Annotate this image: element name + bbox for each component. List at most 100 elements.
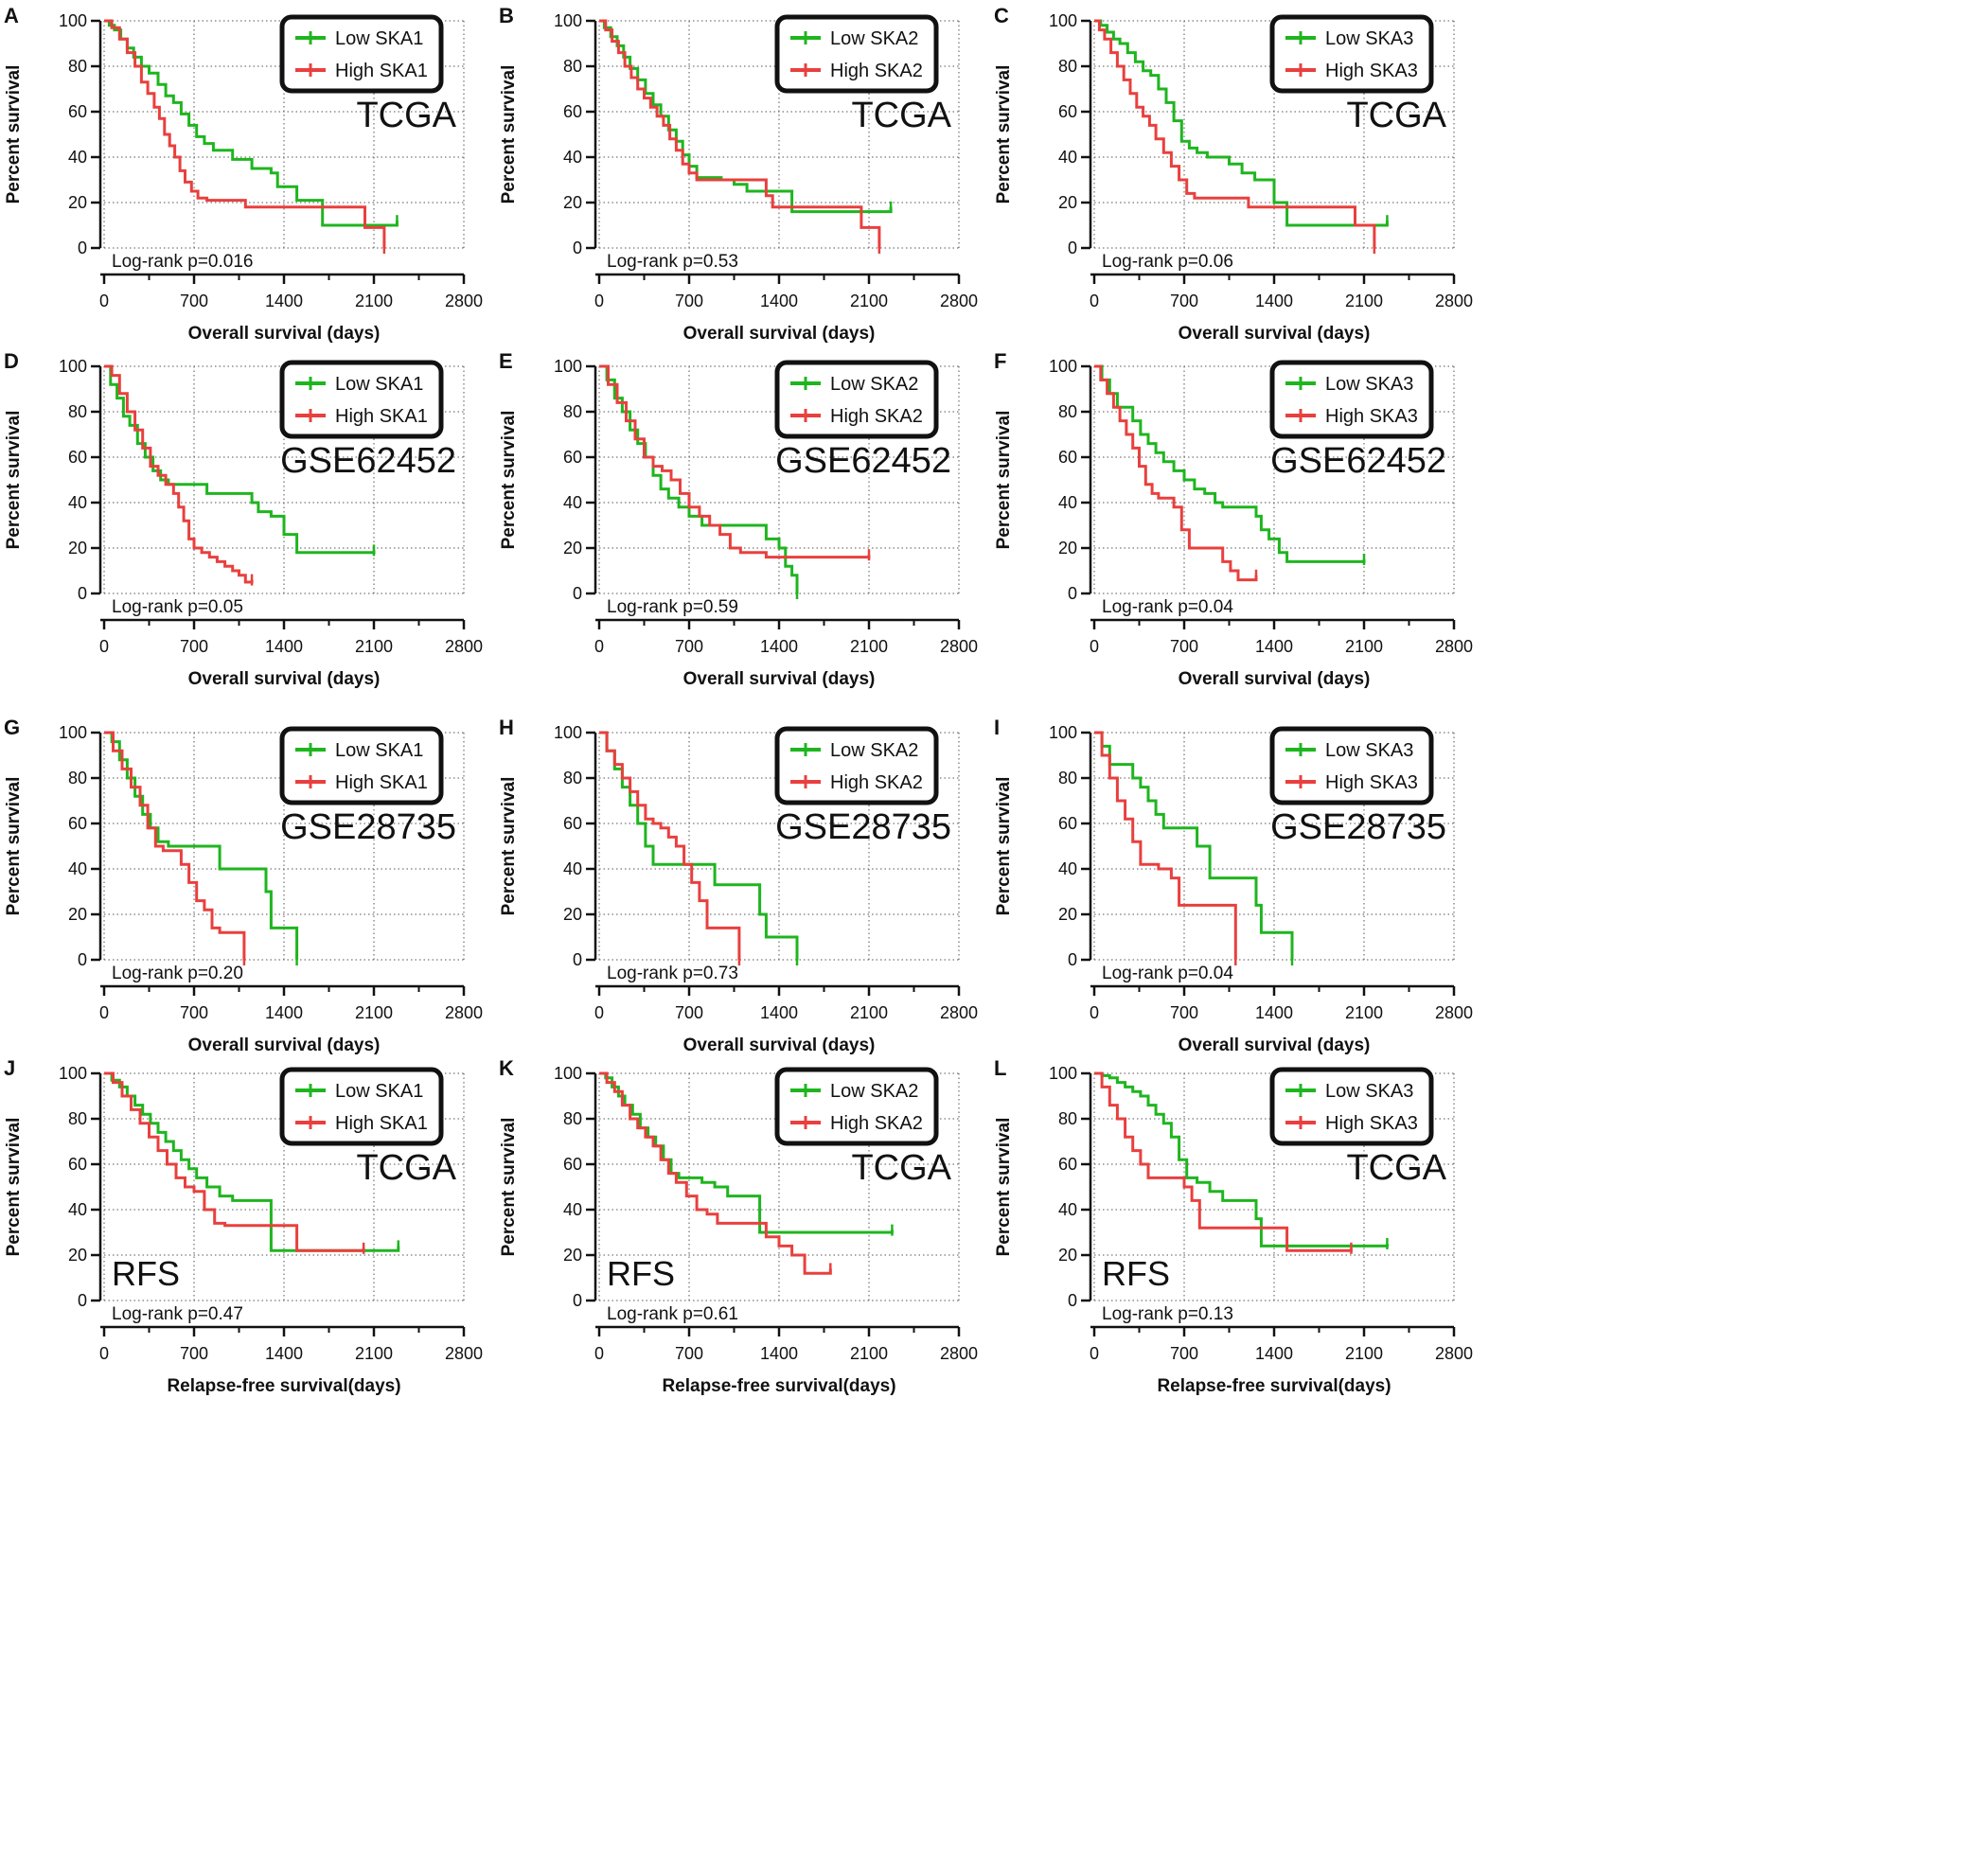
x-tick-label: 1400 [760, 1344, 798, 1363]
low-series-line [599, 731, 799, 960]
low-series-line [1094, 19, 1389, 227]
y-tick-label: 80 [563, 57, 582, 76]
x-axis-label: Overall survival (days) [683, 1035, 876, 1055]
x-tick-label: 700 [1170, 1344, 1198, 1363]
y-axis-label: Percent survival [499, 1118, 519, 1257]
y-tick-label: 0 [1068, 950, 1077, 969]
cohort-label: GSE62452 [775, 441, 951, 481]
x-tick-label: 1400 [1255, 292, 1293, 310]
legend-label: High SKA2 [830, 61, 923, 81]
panel-d: D 0 20 40 60 80 100 0 700 1400 2100 2800 Overall sur… [4, 349, 483, 689]
cohort-label: GSE62452 [280, 441, 456, 481]
legend-label: High SKA3 [1325, 772, 1418, 793]
x-axis-label: Overall survival (days) [1179, 1035, 1371, 1055]
y-tick-label: 80 [1058, 1109, 1077, 1128]
y-tick-label: 20 [68, 1246, 87, 1265]
x-tick-label: 0 [594, 1003, 604, 1022]
rfs-label: RFS [112, 1254, 180, 1293]
legend-label: High SKA2 [830, 1113, 923, 1134]
panel-letter: C [994, 4, 1009, 27]
logrank-text: Log-rank p=0.05 [112, 597, 243, 617]
x-axis-label: Relapse-free survival(days) [167, 1376, 400, 1396]
panel-letter: D [4, 349, 19, 373]
y-tick-label: 40 [1058, 1200, 1077, 1219]
cohort-label: GSE28735 [775, 807, 951, 847]
high-series-line [1094, 1071, 1353, 1252]
y-tick-label: 0 [1068, 584, 1077, 603]
x-axis-label: Overall survival (days) [683, 669, 876, 689]
y-tick-label: 20 [563, 1246, 582, 1265]
high-series-line [599, 731, 741, 960]
y-axis-label: Percent survival [994, 777, 1014, 916]
panel-j: J 0 20 40 60 80 100 0 700 1400 2100 2800 Relapse-fre… [4, 1056, 483, 1396]
low-series-line [104, 364, 376, 555]
y-tick-label: 100 [59, 11, 87, 30]
legend-label: High SKA1 [335, 1113, 428, 1134]
y-tick-label: 40 [68, 493, 87, 512]
high-series-line [104, 731, 246, 960]
y-tick-label: 80 [68, 1109, 87, 1128]
panel-g: G 0 20 40 60 80 100 0 700 1400 2100 2800 Overall sur… [4, 716, 483, 1055]
x-tick-label: 1400 [265, 292, 303, 310]
x-tick-label: 2100 [850, 1344, 888, 1363]
cohort-label: TCGA [851, 96, 951, 135]
x-tick-label: 0 [99, 1003, 109, 1022]
rfs-label: RFS [607, 1254, 675, 1293]
y-tick-label: 100 [554, 357, 582, 376]
y-tick-label: 0 [573, 584, 582, 603]
x-tick-label: 1400 [265, 1344, 303, 1363]
legend-label: Low SKA1 [335, 740, 423, 761]
x-axis-label: Relapse-free survival(days) [1157, 1376, 1391, 1396]
y-tick-label: 60 [563, 1155, 582, 1174]
legend-label: Low SKA1 [335, 1081, 423, 1102]
y-tick-label: 60 [68, 448, 87, 467]
low-series-line [1094, 364, 1366, 563]
x-tick-label: 2800 [445, 1003, 483, 1022]
y-tick-label: 80 [68, 402, 87, 421]
y-tick-label: 20 [1058, 193, 1077, 212]
low-series-line [104, 1071, 400, 1252]
y-axis-label: Percent survival [4, 65, 24, 204]
legend-label: Low SKA3 [1325, 740, 1413, 761]
x-tick-label: 700 [675, 1344, 703, 1363]
logrank-text: Log-rank p=0.73 [607, 964, 738, 983]
y-tick-label: 60 [68, 1155, 87, 1174]
y-tick-label: 40 [563, 148, 582, 167]
y-tick-label: 0 [573, 1291, 582, 1310]
x-tick-label: 0 [1090, 637, 1099, 656]
y-tick-label: 60 [563, 814, 582, 833]
legend-label: Low SKA3 [1325, 1081, 1413, 1102]
legend-label: Low SKA2 [830, 28, 918, 49]
high-series-line [1094, 731, 1237, 960]
x-tick-label: 2800 [445, 292, 483, 310]
y-tick-label: 40 [1058, 148, 1077, 167]
panel-letter: K [499, 1056, 514, 1080]
y-tick-label: 0 [1068, 239, 1077, 257]
x-tick-label: 1400 [760, 1003, 798, 1022]
y-axis-label: Percent survival [499, 411, 519, 550]
legend-label: High SKA1 [335, 772, 428, 793]
y-tick-label: 40 [68, 1200, 87, 1219]
high-series-line [104, 1071, 365, 1252]
legend-label: High SKA2 [830, 406, 923, 427]
low-series-line [1094, 1071, 1389, 1248]
legend-label: High SKA3 [1325, 1113, 1418, 1134]
x-tick-label: 700 [180, 1003, 208, 1022]
cohort-label: GSE28735 [1270, 807, 1446, 847]
x-axis-label: Overall survival (days) [188, 669, 381, 689]
legend-label: Low SKA1 [335, 374, 423, 395]
legend-box [1269, 14, 1434, 94]
x-tick-label: 1400 [760, 637, 798, 656]
panel-i: I 0 20 40 60 80 100 0 700 1400 2100 2800 Overall sur… [994, 716, 1473, 1055]
panel-b: B 0 20 40 60 80 100 0 700 1400 2100 2800 Overall sur… [499, 4, 978, 344]
legend-box [279, 14, 444, 94]
x-tick-label: 2100 [1345, 1344, 1383, 1363]
panel-letter: I [994, 716, 1000, 739]
y-axis-label: Percent survival [4, 1118, 24, 1257]
legend-box [774, 360, 939, 439]
x-tick-label: 2800 [1435, 292, 1473, 310]
x-tick-label: 0 [99, 1344, 109, 1363]
y-tick-label: 20 [1058, 539, 1077, 557]
low-series-line [599, 364, 799, 593]
high-series-line [599, 1071, 832, 1275]
